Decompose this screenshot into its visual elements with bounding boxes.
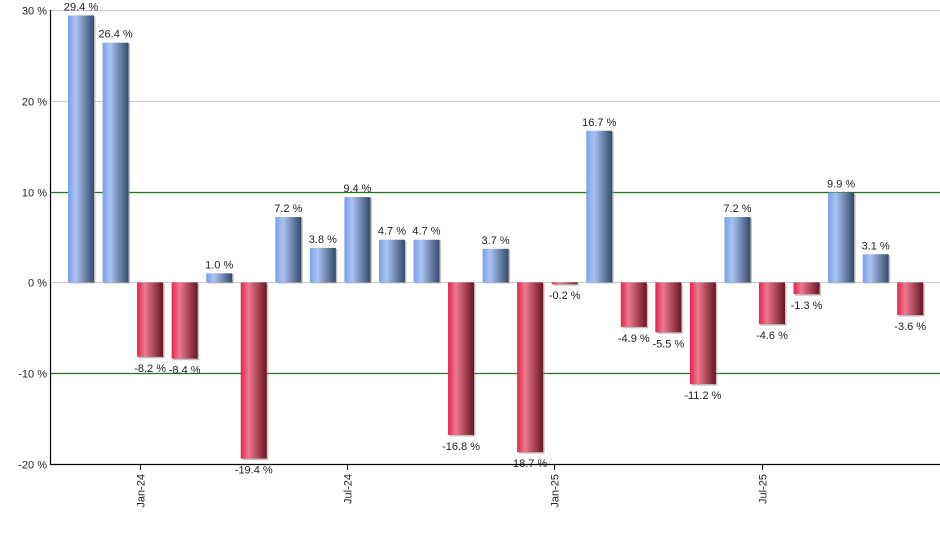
- bar-value-label: -4.6 %: [756, 330, 788, 342]
- negative-bar: [551, 282, 578, 285]
- positive-bar: [275, 217, 302, 283]
- y-tick-label: 30 %: [22, 6, 47, 18]
- x-tick-label: Jan-25: [550, 474, 562, 508]
- bar-value-label: 7.2 %: [274, 203, 302, 215]
- positive-bar: [724, 217, 751, 283]
- negative-bar: [655, 282, 682, 333]
- axes: 30 % 20 % 10 % 0 % -10 % -20 % Jan-24 Jul-24 Jan…: [18, 6, 940, 508]
- positive-bar: [206, 273, 233, 283]
- bar-value-label: 4.7 %: [412, 226, 440, 238]
- bar-value-label: 7.2 %: [723, 203, 751, 215]
- bar-value-label: 16.7 %: [582, 117, 616, 129]
- positive-bar: [862, 254, 889, 283]
- y-tick-label: -20 %: [18, 460, 47, 472]
- bar-shadow: [553, 283, 580, 286]
- negative-bar: [448, 282, 475, 435]
- bar-value-label: 9.4 %: [343, 183, 371, 195]
- negative-bar: [620, 282, 647, 327]
- bar-value-label: -8.4 %: [169, 365, 201, 377]
- positive-bar: [378, 239, 405, 283]
- bar-value-label: -1.3 %: [791, 300, 823, 312]
- bar-value-label: -0.2 %: [549, 290, 581, 302]
- positive-bar: [586, 130, 613, 283]
- bar-value-label: -4.9 %: [618, 333, 650, 345]
- negative-bar: [240, 282, 267, 459]
- bar-value-label: 3.1 %: [862, 240, 890, 252]
- positive-bar: [344, 197, 371, 283]
- negative-bar: [897, 282, 924, 316]
- x-tick-label: Jan-24: [136, 474, 148, 508]
- negative-bar: [171, 282, 198, 359]
- x-tick-label: Jul-25: [758, 474, 770, 504]
- bar-value-label: 29.4 %: [64, 1, 98, 13]
- bar-value-label: 26.4 %: [98, 29, 132, 41]
- positive-bar: [828, 192, 855, 283]
- data-labels: 29.4 % 26.4 % -8.2 % -8.4 % 1.0 % -19.4 % 7.2 …: [64, 1, 926, 476]
- bar-value-label: -3.6 %: [894, 321, 926, 333]
- bar-value-label: 1.0 %: [205, 259, 233, 271]
- negative-bar: [759, 282, 785, 325]
- negative-bar: [517, 282, 544, 453]
- positive-bar: [413, 239, 440, 283]
- bar-value-label: -5.5 %: [652, 338, 684, 350]
- negative-bar: [689, 282, 716, 385]
- bar-value-label: -8.2 %: [134, 363, 166, 375]
- bar-value-label: -11.2 %: [684, 390, 721, 402]
- positive-bar: [482, 248, 509, 283]
- y-tick-label: 0 %: [28, 278, 47, 290]
- y-tick-label: 10 %: [22, 188, 47, 200]
- negative-bar: [793, 282, 820, 295]
- positive-bar: [102, 42, 129, 283]
- negative-bar: [137, 282, 164, 357]
- positive-bar: [68, 15, 94, 283]
- y-tick-label: 20 %: [22, 97, 47, 109]
- bar-value-label: 4.7 %: [378, 226, 406, 238]
- bars: [68, 15, 925, 461]
- bar-value-label: -19.4 %: [235, 465, 273, 477]
- bar-value-label: 3.7 %: [482, 235, 510, 247]
- bar-value-label: -16.8 %: [442, 441, 480, 453]
- y-tick-label: -10 %: [18, 369, 47, 381]
- bar-value-label: 3.8 %: [309, 234, 337, 246]
- bar-value-label: 9.9 %: [827, 179, 855, 191]
- x-tick-label: Jul-24: [343, 474, 355, 504]
- positive-bar: [309, 247, 336, 283]
- gridlines: [50, 10, 940, 375]
